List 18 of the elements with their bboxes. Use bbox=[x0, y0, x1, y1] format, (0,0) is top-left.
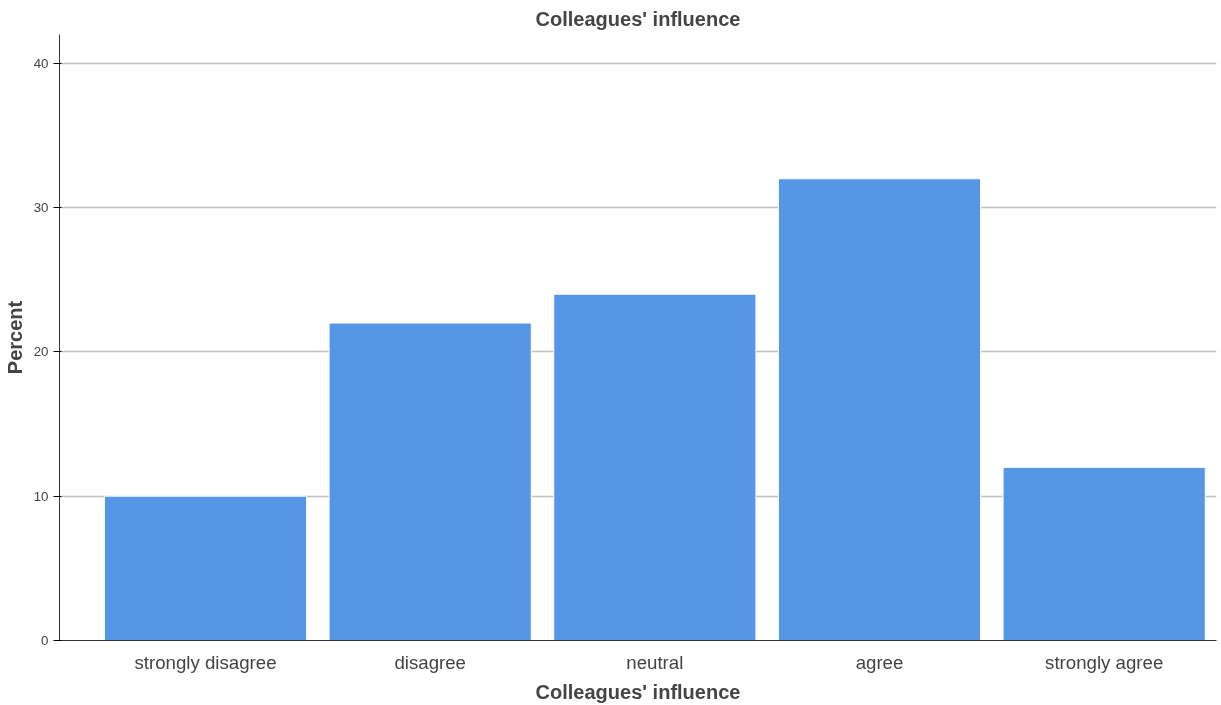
y-tick-label: 40 bbox=[33, 55, 49, 71]
x-tick-label: strongly disagree bbox=[134, 651, 277, 673]
y-tick-label: 10 bbox=[33, 488, 49, 504]
y-axis-title: Percent bbox=[3, 300, 26, 375]
bar bbox=[777, 178, 982, 641]
x-tick-label: agree bbox=[855, 651, 904, 673]
x-tick-label: disagree bbox=[394, 651, 466, 673]
y-tick-label: 0 bbox=[41, 633, 49, 648]
bar bbox=[553, 293, 757, 641]
chart-title: Colleagues' influence bbox=[535, 7, 741, 30]
bar bbox=[103, 495, 308, 641]
x-tick-label: neutral bbox=[626, 651, 684, 673]
bar bbox=[1002, 466, 1206, 641]
x-tick-label: strongly agree bbox=[1045, 651, 1164, 673]
bar bbox=[328, 322, 532, 641]
y-tick-label: 30 bbox=[33, 200, 49, 216]
y-tick-label: 20 bbox=[33, 344, 49, 360]
x-axis-title: Colleagues' influence bbox=[535, 680, 741, 703]
